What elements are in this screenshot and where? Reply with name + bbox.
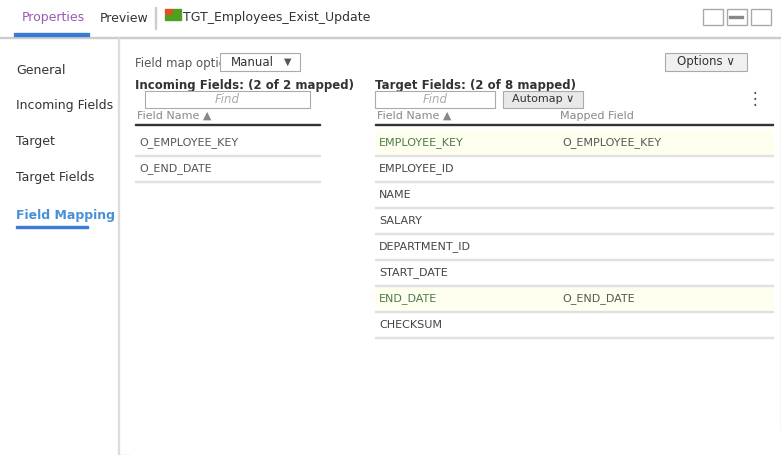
Text: TGT_Employees_Exist_Update: TGT_Employees_Exist_Update — [183, 11, 370, 25]
Text: START_DATE: START_DATE — [379, 267, 448, 278]
Text: Find: Find — [423, 93, 448, 106]
Bar — [375, 208, 773, 233]
Bar — [503, 91, 583, 108]
Bar — [375, 182, 773, 207]
Bar — [375, 337, 773, 338]
Text: DEPARTMENT_ID: DEPARTMENT_ID — [379, 241, 471, 252]
Bar — [135, 155, 320, 156]
Text: Properties: Properties — [22, 11, 85, 25]
Bar — [135, 130, 320, 155]
Text: Field Mapping: Field Mapping — [16, 209, 115, 222]
Text: END_DATE: END_DATE — [379, 293, 437, 304]
Bar — [118, 38, 119, 455]
Text: Target Fields: (2 of 8 mapped): Target Fields: (2 of 8 mapped) — [375, 79, 576, 91]
Bar — [173, 9, 181, 14]
Text: Target Fields: Target Fields — [16, 171, 95, 183]
Bar — [145, 91, 310, 108]
Bar — [135, 181, 320, 182]
Text: Field Name ▲: Field Name ▲ — [137, 111, 212, 121]
Bar — [375, 155, 773, 156]
Text: Target: Target — [16, 136, 55, 148]
Bar — [375, 234, 773, 259]
Bar — [0, 0, 781, 38]
Bar — [130, 430, 781, 455]
Bar — [135, 156, 320, 181]
Bar — [375, 260, 773, 285]
Bar — [727, 9, 747, 25]
Text: Find: Find — [215, 93, 240, 106]
Text: O_END_DATE: O_END_DATE — [139, 163, 212, 174]
Bar — [165, 9, 173, 14]
Text: O_END_DATE: O_END_DATE — [562, 293, 635, 304]
Bar — [135, 124, 320, 125]
Bar — [375, 124, 773, 125]
Bar — [165, 15, 173, 20]
Bar — [0, 38, 118, 455]
Text: O_EMPLOYEE_KEY: O_EMPLOYEE_KEY — [139, 137, 238, 148]
Text: SALARY: SALARY — [379, 216, 422, 226]
Bar — [375, 156, 773, 181]
Bar — [375, 130, 773, 155]
Text: ▼: ▼ — [284, 57, 292, 67]
Text: O_EMPLOYEE_KEY: O_EMPLOYEE_KEY — [562, 137, 662, 148]
Bar — [375, 311, 773, 312]
Bar — [375, 91, 495, 108]
Bar — [220, 53, 300, 71]
Text: EMPLOYEE_ID: EMPLOYEE_ID — [379, 163, 455, 174]
Text: EMPLOYEE_KEY: EMPLOYEE_KEY — [379, 137, 464, 148]
Text: Mapped Field: Mapped Field — [560, 111, 634, 121]
Text: ⋮: ⋮ — [747, 91, 763, 108]
Bar — [375, 312, 773, 337]
Text: Field map options:: Field map options: — [135, 56, 244, 70]
Text: General: General — [16, 64, 66, 76]
Bar — [0, 37, 781, 38]
Text: Automap ∨: Automap ∨ — [512, 95, 574, 105]
Bar — [155, 7, 156, 29]
Text: CHECKSUM: CHECKSUM — [379, 319, 442, 329]
Bar — [173, 15, 181, 20]
Text: Preview: Preview — [100, 11, 148, 25]
Bar — [14, 33, 89, 36]
Text: NAME: NAME — [379, 189, 412, 199]
Text: Field Name ▲: Field Name ▲ — [377, 111, 451, 121]
Text: Manual: Manual — [230, 56, 273, 69]
Bar — [375, 181, 773, 182]
Text: Incoming Fields: (2 of 2 mapped): Incoming Fields: (2 of 2 mapped) — [135, 79, 354, 91]
Bar — [703, 9, 723, 25]
Text: Incoming Fields: Incoming Fields — [16, 98, 113, 111]
Bar — [665, 53, 747, 71]
Bar — [16, 226, 87, 228]
Bar — [751, 9, 771, 25]
Text: Options ∨: Options ∨ — [677, 56, 735, 69]
Bar — [729, 16, 743, 17]
Bar — [375, 286, 773, 311]
